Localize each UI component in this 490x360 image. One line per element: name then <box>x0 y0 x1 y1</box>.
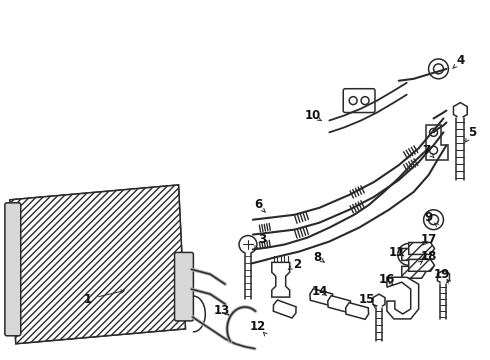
Circle shape <box>430 146 438 154</box>
Text: 5: 5 <box>468 126 476 139</box>
Polygon shape <box>272 262 290 297</box>
FancyBboxPatch shape <box>174 252 194 321</box>
Text: 11: 11 <box>389 246 405 259</box>
Circle shape <box>429 215 439 225</box>
Polygon shape <box>373 294 385 308</box>
Polygon shape <box>387 277 418 319</box>
Circle shape <box>429 59 448 79</box>
Polygon shape <box>273 300 296 318</box>
Polygon shape <box>10 185 185 344</box>
Text: 19: 19 <box>433 268 450 281</box>
Polygon shape <box>426 125 448 160</box>
Text: 4: 4 <box>456 54 465 67</box>
Polygon shape <box>402 266 426 278</box>
Polygon shape <box>328 296 351 312</box>
Polygon shape <box>345 303 368 319</box>
Circle shape <box>403 248 415 260</box>
Polygon shape <box>409 260 435 271</box>
FancyBboxPatch shape <box>5 203 21 336</box>
Text: 6: 6 <box>254 198 262 211</box>
Polygon shape <box>453 103 467 118</box>
Text: 2: 2 <box>294 258 302 271</box>
Text: 13: 13 <box>214 305 230 318</box>
Circle shape <box>434 64 443 74</box>
Text: 3: 3 <box>258 233 266 246</box>
Circle shape <box>349 96 357 105</box>
Polygon shape <box>409 243 435 255</box>
Circle shape <box>424 210 443 230</box>
Text: 16: 16 <box>379 273 395 286</box>
Text: 9: 9 <box>424 211 433 224</box>
Text: 15: 15 <box>359 293 375 306</box>
Circle shape <box>430 129 438 136</box>
Polygon shape <box>438 270 449 284</box>
Text: 12: 12 <box>250 320 266 333</box>
Text: 8: 8 <box>313 251 321 264</box>
Text: 14: 14 <box>311 285 328 298</box>
Text: 7: 7 <box>422 144 431 157</box>
Text: 10: 10 <box>304 109 320 122</box>
Text: 17: 17 <box>420 233 437 246</box>
Circle shape <box>239 235 257 253</box>
Circle shape <box>361 96 369 105</box>
Polygon shape <box>402 248 426 260</box>
Polygon shape <box>310 289 333 305</box>
FancyBboxPatch shape <box>343 89 375 113</box>
Polygon shape <box>10 185 185 344</box>
Circle shape <box>398 243 419 265</box>
Text: 18: 18 <box>420 250 437 263</box>
Text: 1: 1 <box>84 293 92 306</box>
